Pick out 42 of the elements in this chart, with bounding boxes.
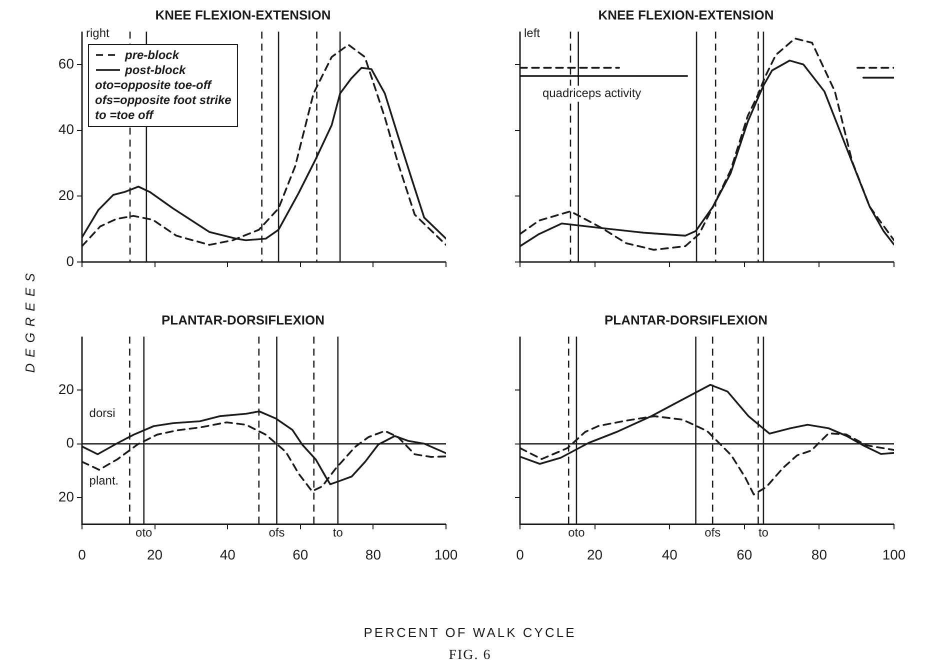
annotation: dorsi	[89, 406, 116, 420]
ref-line-label: oto	[136, 526, 153, 540]
legend-label: post-block	[124, 62, 187, 78]
ref-line-label: to	[758, 526, 769, 540]
annotation: right	[86, 26, 110, 40]
caption: FIG. 6	[448, 648, 492, 664]
ref-line-label: ofs	[704, 526, 721, 540]
x-tick-label: 0	[516, 546, 524, 562]
ref-line-label: to	[332, 526, 344, 540]
annotation: plant.	[89, 473, 119, 488]
y-tick-label: 60	[58, 55, 74, 72]
legend-label: pre-block	[124, 48, 180, 63]
chart-title: KNEE FLEXION-EXTENSION	[155, 7, 331, 22]
annotation: left	[524, 26, 541, 40]
ref-line-label: oto	[568, 526, 586, 540]
x-axis-title: PERCENT OF WALK CYCLE	[364, 625, 576, 640]
annotation: quadriceps activity	[542, 86, 642, 100]
annotation: ofs=opposite foot strike	[95, 92, 232, 108]
y-tick-label: 20	[58, 187, 74, 204]
x-tick-label: 100	[434, 546, 458, 562]
x-tick-label: 100	[882, 546, 906, 562]
y-tick-label: 0	[66, 434, 74, 451]
y-tick-label: 0	[66, 252, 74, 269]
x-tick-label: 20	[147, 546, 163, 562]
x-tick-label: 80	[811, 546, 828, 562]
x-tick-label: 60	[736, 546, 752, 562]
y-tick-label: 40	[58, 121, 74, 138]
x-tick-label: 80	[365, 546, 382, 562]
y-axis-title: DEGREES	[22, 267, 38, 373]
x-tick-label: 40	[220, 546, 236, 562]
x-tick-label: 20	[587, 546, 603, 562]
chart-title: KNEE FLEXION-EXTENSION	[598, 7, 774, 22]
y-tick-label: 20	[58, 488, 74, 504]
x-tick-label: 0	[78, 546, 86, 562]
y-tick-label: 20	[58, 381, 74, 398]
x-tick-label: 60	[292, 546, 308, 562]
annotation: to =toe off	[95, 108, 155, 123]
chart-title: PLANTAR-DORSIFLEXION	[604, 312, 768, 328]
annotation: oto=opposite toe-off	[95, 78, 213, 93]
x-tick-label: 40	[662, 546, 678, 562]
chart-title: PLANTAR-DORSIFLEXION	[162, 312, 324, 328]
ref-line-label: ofs	[268, 526, 285, 540]
